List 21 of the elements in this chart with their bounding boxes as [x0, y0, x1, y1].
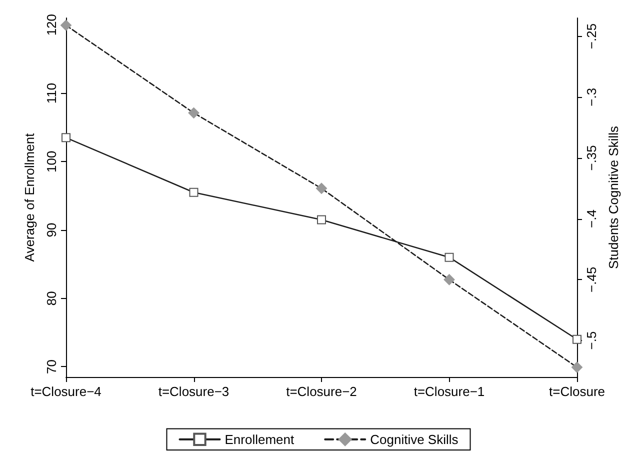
y-tick-label: 100	[44, 150, 59, 172]
y-tick-label: 80	[44, 291, 59, 306]
legend-label: Cognitive Skills	[370, 432, 459, 447]
x-tick-label: t=Closure−1	[414, 384, 485, 399]
y2-tick-label: −.35	[584, 145, 599, 171]
y2-tick-label: −.25	[584, 23, 599, 50]
y2-tick-label: −.3	[584, 88, 599, 106]
x-tick-label: t=Closure−2	[286, 384, 357, 399]
legend-label: Enrollement	[224, 432, 294, 447]
y2-tick-label: −.5	[584, 331, 599, 350]
x-tick-label: t=Closure	[549, 384, 605, 399]
x-tick-label: t=Closure−3	[158, 384, 230, 399]
y-tick-label: 70	[44, 360, 59, 374]
y-tick-label: 110	[44, 82, 59, 104]
y2-tick-label: −.45	[584, 266, 599, 292]
x-tick-label: t=Closure−4	[30, 384, 102, 399]
y-tick-label: 120	[44, 14, 59, 36]
y2-tick-label: −.4	[584, 210, 599, 228]
y-tick-label: 90	[44, 222, 59, 238]
y-axis-title: Average of Enrollment	[22, 132, 37, 262]
y2-axis-title: Students Cognitive Skills	[606, 125, 621, 270]
